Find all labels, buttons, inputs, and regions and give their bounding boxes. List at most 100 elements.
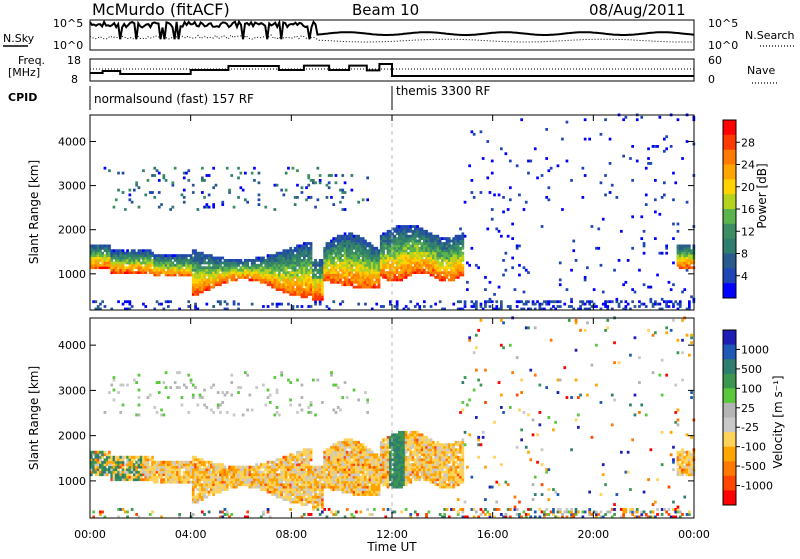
velocity-cell: [314, 466, 317, 469]
velocity-cell: [346, 508, 349, 511]
velocity-cell: [237, 468, 240, 471]
power-cell: [181, 269, 184, 272]
power-cell: [382, 269, 385, 272]
velocity-cell: [192, 488, 195, 491]
power-cell: [631, 215, 634, 218]
velocity-cell: [310, 456, 313, 459]
velocity-cell: [258, 483, 261, 486]
velocity-cell: [285, 483, 288, 486]
power-cell: [307, 249, 310, 252]
power-cell: [457, 276, 460, 279]
power-cell: [362, 262, 365, 265]
power-cell: [405, 228, 408, 231]
velocity-cell: [212, 471, 215, 474]
power-cell: [101, 254, 104, 257]
power-cell: [405, 242, 408, 245]
power-cell: [301, 186, 304, 189]
power-cell: [430, 271, 433, 274]
velocity-cell: [341, 466, 344, 469]
power-cell: [643, 230, 646, 233]
velocity-cell: [233, 466, 236, 469]
velocity-cell: [258, 473, 261, 476]
power-cell: [400, 271, 403, 274]
velocity-cell: [276, 466, 279, 469]
power-cell: [226, 167, 229, 170]
power-cell: [437, 237, 440, 240]
power-cell: [262, 305, 265, 308]
velocity-cell: [323, 476, 326, 479]
velocity-cell: [185, 473, 188, 476]
power-cell: [219, 266, 222, 269]
nsky-trace: [90, 22, 694, 39]
freq-panel: Freq. [MHz] 18 8 60 0 Nave: [8, 54, 778, 86]
power-cell: [335, 181, 338, 184]
power-cell: [138, 259, 141, 262]
power-cell: [194, 249, 197, 252]
velocity-cell: [206, 483, 209, 486]
power-cell: [566, 160, 569, 163]
power-cell: [677, 303, 680, 306]
power-cell: [378, 279, 381, 282]
velocity-cell: [353, 466, 356, 469]
power-cell: [251, 264, 254, 267]
velocity-cell: [126, 476, 129, 479]
power-cell: [165, 264, 168, 267]
power-cell: [679, 252, 682, 255]
velocity-cell: [244, 473, 247, 476]
power-cell: [625, 116, 628, 119]
velocity-cell: [271, 478, 274, 481]
velocity-cell: [335, 476, 338, 479]
power-cell: [269, 274, 272, 277]
velocity-cell: [296, 456, 299, 459]
power-cell: [398, 237, 401, 240]
power-cell: [113, 249, 116, 252]
velocity-cell: [242, 414, 245, 417]
velocity-cell: [151, 458, 154, 461]
power-cell: [480, 305, 483, 308]
power-cell: [244, 276, 247, 279]
velocity-cell: [276, 476, 279, 479]
power-cell: [310, 196, 313, 199]
velocity-cell: [269, 481, 272, 484]
power-cell: [230, 276, 233, 279]
power-cell: [339, 237, 342, 240]
power-cell: [391, 257, 394, 260]
power-cell: [355, 279, 358, 282]
power-cell: [616, 298, 619, 301]
power-cell: [439, 266, 442, 269]
velocity-cell: [369, 466, 372, 469]
power-cell: [459, 300, 462, 303]
power-cell: [203, 196, 206, 199]
power-cell: [278, 286, 281, 289]
power-cell: [341, 276, 344, 279]
velocity-cell: [296, 461, 299, 464]
power-cell: [219, 257, 222, 260]
power-cell: [219, 281, 222, 284]
power-cell: [405, 240, 408, 243]
velocity-cell: [373, 493, 376, 496]
velocity-cell: [321, 491, 324, 494]
velocity-cell: [165, 481, 168, 484]
power-cell: [348, 283, 351, 286]
power-cell: [398, 271, 401, 274]
velocity-cell: [224, 483, 227, 486]
velocity-cell: [364, 476, 367, 479]
power-cell: [369, 281, 372, 284]
velocity-cell: [95, 471, 98, 474]
velocity-cell: [206, 473, 209, 476]
velocity-cell: [360, 476, 363, 479]
velocity-cell: [375, 476, 378, 479]
velocity-cell: [199, 481, 202, 484]
power-cell: [430, 269, 433, 272]
power-cell: [194, 305, 197, 308]
power-cell: [212, 167, 215, 170]
velocity-cell: [158, 461, 161, 464]
power-cell: [335, 240, 338, 243]
power-cell: [443, 257, 446, 260]
velocity-cell: [133, 468, 136, 471]
power-cell: [233, 269, 236, 272]
power-cell: [369, 264, 372, 267]
velocity-cell: [126, 468, 129, 471]
velocity-cell: [289, 381, 292, 384]
power-cell: [328, 264, 331, 267]
